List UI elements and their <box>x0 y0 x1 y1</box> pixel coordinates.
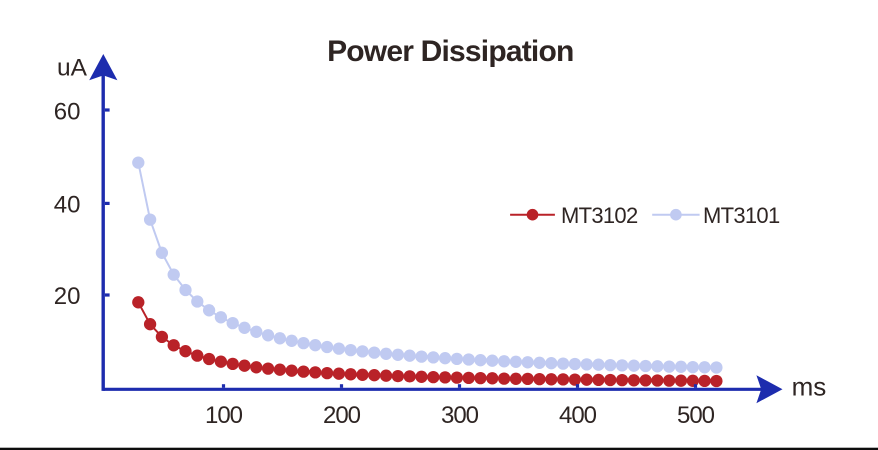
svg-text:MT3101: MT3101 <box>703 203 780 228</box>
svg-text:400: 400 <box>559 402 597 429</box>
svg-text:60: 60 <box>54 99 81 126</box>
svg-text:Power Dissipation: Power Dissipation <box>327 35 573 68</box>
svg-text:40: 40 <box>54 191 81 218</box>
svg-text:500: 500 <box>677 402 715 429</box>
svg-text:uA: uA <box>57 55 88 82</box>
svg-text:MT3102: MT3102 <box>561 203 638 228</box>
svg-text:20: 20 <box>54 283 81 310</box>
svg-text:300: 300 <box>441 402 479 429</box>
svg-text:200: 200 <box>323 402 361 429</box>
svg-text:ms: ms <box>792 372 827 402</box>
svg-text:100: 100 <box>205 402 243 429</box>
